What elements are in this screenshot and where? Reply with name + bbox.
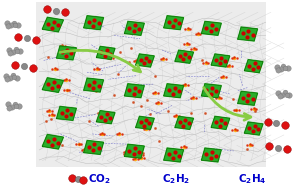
Polygon shape [244, 60, 263, 73]
Polygon shape [56, 106, 76, 120]
Text: $\mathbf{CO_2}$: $\mathbf{CO_2}$ [88, 172, 111, 186]
Polygon shape [136, 116, 154, 129]
Polygon shape [42, 17, 63, 32]
Polygon shape [84, 140, 104, 154]
Bar [0, 167, 302, 189]
Polygon shape [124, 84, 144, 98]
Polygon shape [164, 16, 184, 30]
Polygon shape [211, 54, 230, 67]
Polygon shape [96, 46, 115, 60]
Polygon shape [175, 50, 194, 63]
Polygon shape [238, 27, 258, 41]
Polygon shape [175, 116, 194, 129]
Polygon shape [136, 54, 154, 67]
Polygon shape [96, 111, 115, 124]
Bar [36, 2, 266, 167]
Polygon shape [164, 84, 184, 98]
Polygon shape [124, 21, 144, 35]
Text: $\mathbf{C_2H_4}$: $\mathbf{C_2H_4}$ [238, 172, 266, 186]
Polygon shape [84, 16, 104, 30]
Polygon shape [201, 21, 221, 35]
Polygon shape [244, 122, 263, 135]
Polygon shape [42, 78, 63, 92]
Polygon shape [56, 46, 76, 60]
Polygon shape [84, 78, 104, 92]
Text: $\mathbf{C_2H_2}$: $\mathbf{C_2H_2}$ [162, 172, 191, 186]
Polygon shape [201, 148, 221, 162]
Polygon shape [124, 144, 144, 158]
Polygon shape [201, 84, 221, 98]
Polygon shape [42, 134, 63, 149]
Polygon shape [164, 148, 184, 162]
Polygon shape [211, 116, 230, 129]
Polygon shape [238, 91, 258, 105]
